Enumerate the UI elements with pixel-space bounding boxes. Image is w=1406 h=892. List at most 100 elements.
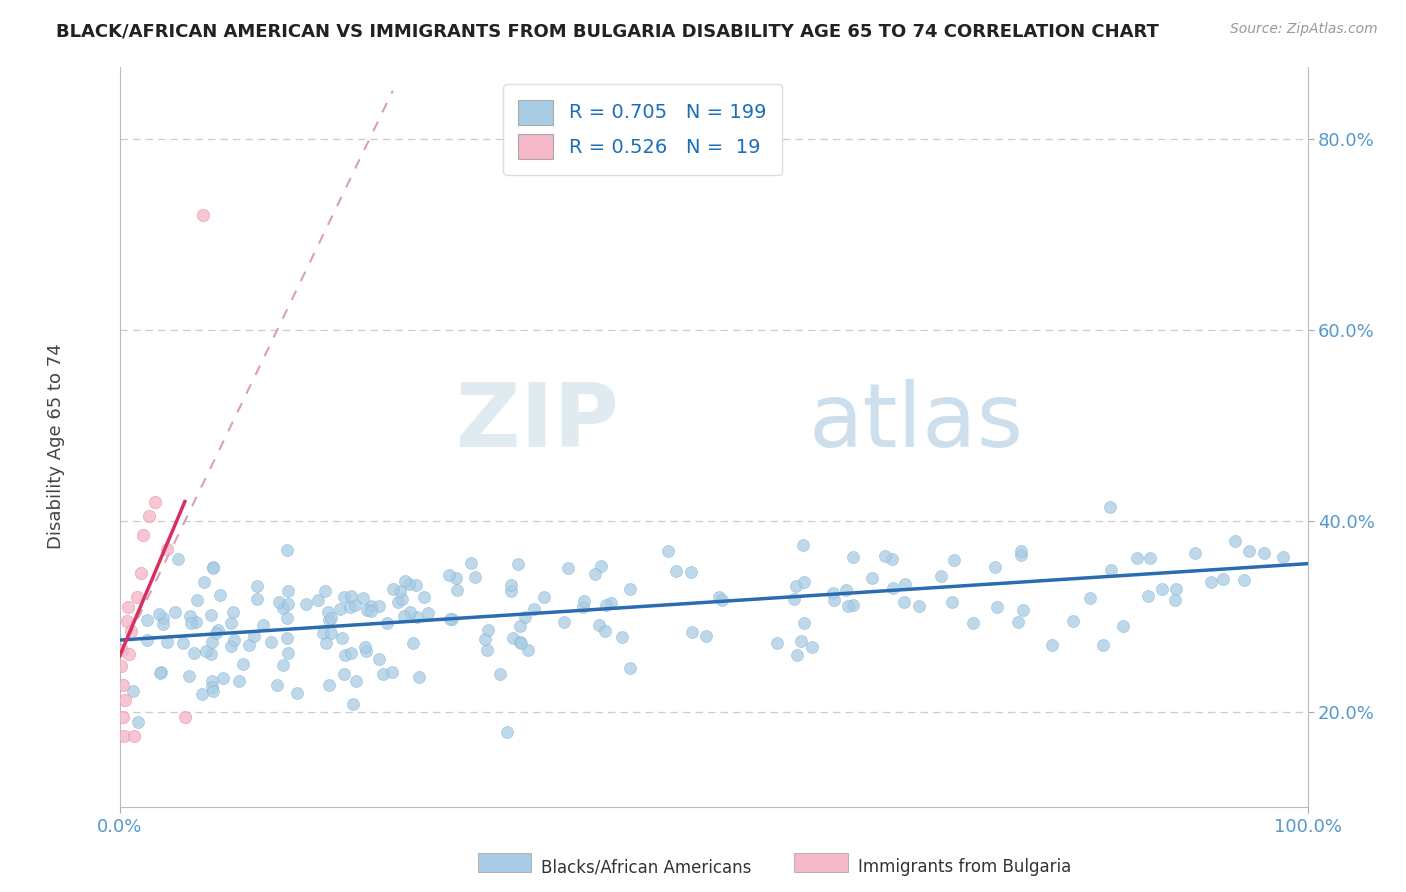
Point [156,635,179,649]
Point [399,606,422,620]
Point [984,560,1007,574]
Point [1099,563,1122,577]
Point [1007,615,1029,629]
Point [583,567,606,582]
Point [1137,589,1160,603]
Point [588,617,610,632]
Point [1011,603,1033,617]
Point [246,592,269,607]
Point [477,623,499,637]
Point [342,698,364,712]
Point [766,636,789,650]
Point [333,590,356,604]
Text: Immigrants from Bulgaria: Immigrants from Bulgaria [858,858,1071,876]
Point [502,631,524,645]
Point [201,634,224,648]
Point [207,623,229,637]
Point [186,592,208,607]
Point [260,634,283,648]
Point [823,592,845,607]
Point [593,624,616,638]
Point [200,647,222,661]
Point [371,667,394,681]
Point [114,693,136,707]
Point [475,643,498,657]
Point [513,609,536,624]
Text: Disability Age 65 to 74: Disability Age 65 to 74 [48,343,65,549]
Point [232,657,254,671]
Point [271,658,294,673]
Point [219,615,242,630]
Point [152,616,174,631]
Point [276,543,298,558]
Point [509,619,531,633]
Point [1253,546,1275,560]
Text: Source: ZipAtlas.com: Source: ZipAtlas.com [1230,22,1378,37]
Point [356,603,378,617]
Point [319,625,342,640]
Text: atlas: atlas [808,379,1024,466]
Point [312,625,335,640]
Point [202,561,225,575]
Point [136,632,159,647]
Point [800,640,823,654]
Point [180,616,202,631]
Point [1092,638,1115,652]
Point [183,646,205,660]
Point [111,642,134,657]
Point [179,609,201,624]
Point [136,613,159,627]
Point [943,553,966,567]
Point [271,601,294,615]
Point [156,542,179,557]
Point [316,605,339,619]
Point [893,595,915,609]
Point [127,590,149,604]
Point [499,583,522,598]
Point [318,678,340,692]
Point [783,591,806,606]
Point [941,595,963,609]
Point [1199,574,1222,589]
Point [120,624,142,638]
Point [344,599,367,613]
Point [201,674,224,689]
Point [517,643,540,657]
Point [1232,574,1254,588]
Point [381,665,404,680]
Point [1271,550,1294,565]
Point [285,686,308,700]
Point [1237,543,1260,558]
Point [202,560,225,574]
Point [129,566,152,581]
Point [243,629,266,643]
Point [509,635,531,649]
Point [1152,582,1174,596]
Point [907,599,929,613]
Point [929,568,952,582]
Point [276,631,298,645]
Point [499,578,522,592]
Point [474,632,496,646]
Point [440,612,463,626]
Text: ZIP: ZIP [456,379,619,466]
Point [208,588,231,602]
Point [894,576,917,591]
Point [195,644,218,658]
Point [557,561,579,575]
Point [276,611,298,625]
Point [1112,619,1135,633]
Point [122,684,145,698]
Point [837,599,859,613]
Point [1040,638,1063,652]
Point [110,658,132,673]
Point [307,593,329,607]
Point [318,613,340,627]
Point [319,611,342,625]
Point [193,575,215,590]
Point [277,597,299,611]
Point [405,578,427,592]
Point [873,549,896,563]
Point [785,579,807,593]
Point [201,684,224,698]
